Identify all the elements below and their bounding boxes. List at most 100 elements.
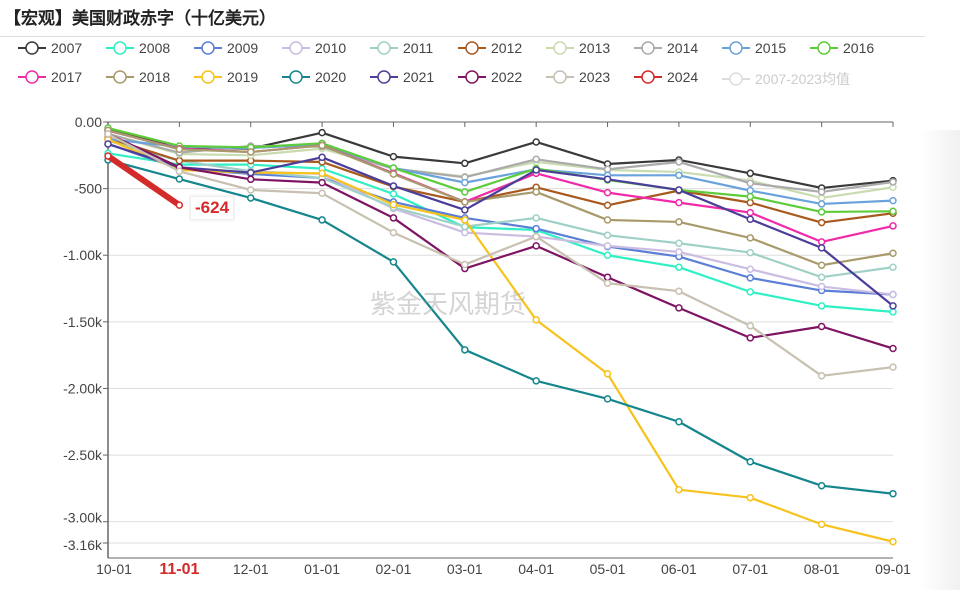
data-point (817, 261, 826, 269)
data-point (746, 265, 755, 273)
data-point (675, 218, 683, 226)
legend-label: 2011 (403, 40, 434, 56)
legend-marker-icon (634, 41, 662, 55)
data-point (889, 196, 897, 205)
legend-label: 2022 (491, 69, 523, 85)
legend-item-2009[interactable]: 2009 (194, 40, 258, 56)
y-tick-label: -3.16k (63, 537, 103, 553)
tooltip-value-label: -624 (190, 196, 235, 220)
data-point (175, 145, 184, 154)
y-tick-label: -1.00k (63, 247, 103, 263)
data-point (889, 363, 897, 371)
series-2014 (104, 130, 897, 196)
data-point (675, 485, 683, 494)
data-point (532, 166, 540, 174)
legend-item-2021[interactable]: 2021 (370, 69, 434, 85)
legend-item-2008[interactable]: 2008 (106, 40, 170, 56)
watermark: 紫金天风期货 (370, 290, 527, 320)
data-point (461, 159, 469, 168)
data-point (318, 141, 326, 150)
data-point (746, 457, 755, 466)
legend-item-2019[interactable]: 2019 (194, 69, 258, 85)
legend-item-2011[interactable]: 2011 (370, 40, 433, 56)
data-point (532, 377, 540, 385)
series-2024 (104, 152, 184, 209)
data-point (817, 188, 826, 196)
legend-marker-icon (722, 41, 750, 55)
title-divider (0, 36, 925, 37)
legend-item-2020[interactable]: 2020 (282, 69, 346, 85)
data-point (746, 274, 755, 282)
data-point (318, 178, 326, 187)
legend-label: 2018 (139, 69, 171, 85)
data-point (817, 238, 826, 246)
data-point (746, 493, 755, 502)
legend-item-2010[interactable]: 2010 (282, 40, 346, 56)
legend-marker-icon (370, 70, 398, 84)
series-line (106, 136, 895, 224)
data-point (746, 186, 755, 195)
legend-item-2013[interactable]: 2013 (546, 40, 610, 56)
legend-item-2015[interactable]: 2015 (722, 40, 786, 56)
legend-marker-icon (194, 70, 222, 84)
data-point (603, 188, 612, 197)
legend-marker-icon (194, 41, 222, 55)
data-point (817, 200, 826, 208)
data-point (318, 169, 326, 178)
x-tick-label: 07-01 (732, 561, 768, 577)
legend-item-2007[interactable]: 2007 (18, 40, 82, 56)
legend-marker-icon (106, 41, 134, 55)
legend-marker-icon (282, 70, 310, 84)
data-point (389, 258, 398, 266)
data-point (817, 244, 826, 252)
data-point (246, 175, 255, 184)
data-point (532, 138, 540, 146)
data-point (603, 201, 612, 210)
data-point (746, 234, 755, 242)
legend-marker-icon (546, 70, 574, 84)
data-point (889, 308, 897, 316)
data-point (389, 200, 398, 209)
legend-item-2017[interactable]: 2017 (18, 69, 82, 85)
legend-label: 2019 (227, 69, 259, 85)
data-point (461, 188, 469, 196)
data-point (246, 194, 255, 202)
legend-label: 2021 (403, 69, 435, 85)
legend-label: 2017 (51, 69, 83, 85)
data-point (746, 334, 755, 342)
x-tick-label: 10-01 (96, 561, 132, 577)
x-tick-label: 01-01 (304, 561, 340, 577)
legend-item-2018[interactable]: 2018 (106, 69, 170, 85)
series-line (106, 142, 895, 307)
y-tick-label: -2.00k (63, 380, 103, 396)
data-point (389, 152, 398, 161)
legend-marker-icon (458, 70, 486, 84)
data-point (461, 260, 469, 269)
legend-item-2012[interactable]: 2012 (458, 40, 522, 56)
data-point (675, 198, 683, 207)
legend-item-2007-2023均值[interactable]: 2007-2023均值 (722, 69, 850, 89)
data-point (532, 316, 540, 324)
data-point (889, 222, 897, 230)
data-point (461, 198, 469, 206)
data-point (675, 171, 683, 180)
data-point (461, 206, 469, 214)
data-point (817, 218, 826, 227)
legend-item-2024[interactable]: 2024 (634, 69, 698, 85)
data-point (461, 228, 469, 237)
data-point (104, 152, 112, 160)
legend-label: 2024 (667, 69, 699, 85)
data-point (175, 201, 184, 209)
legend-label: 2020 (315, 69, 347, 85)
legend-item-2016[interactable]: 2016 (810, 40, 874, 56)
x-tick-label: 11-01 (159, 561, 199, 578)
data-point (889, 178, 897, 186)
data-point (389, 182, 398, 190)
series-line (106, 139, 895, 279)
legend-item-2023[interactable]: 2023 (546, 69, 610, 85)
data-point (532, 155, 540, 164)
data-point (817, 481, 826, 490)
series-line (106, 129, 895, 267)
legend-item-2014[interactable]: 2014 (634, 40, 698, 56)
legend-item-2022[interactable]: 2022 (458, 69, 522, 85)
